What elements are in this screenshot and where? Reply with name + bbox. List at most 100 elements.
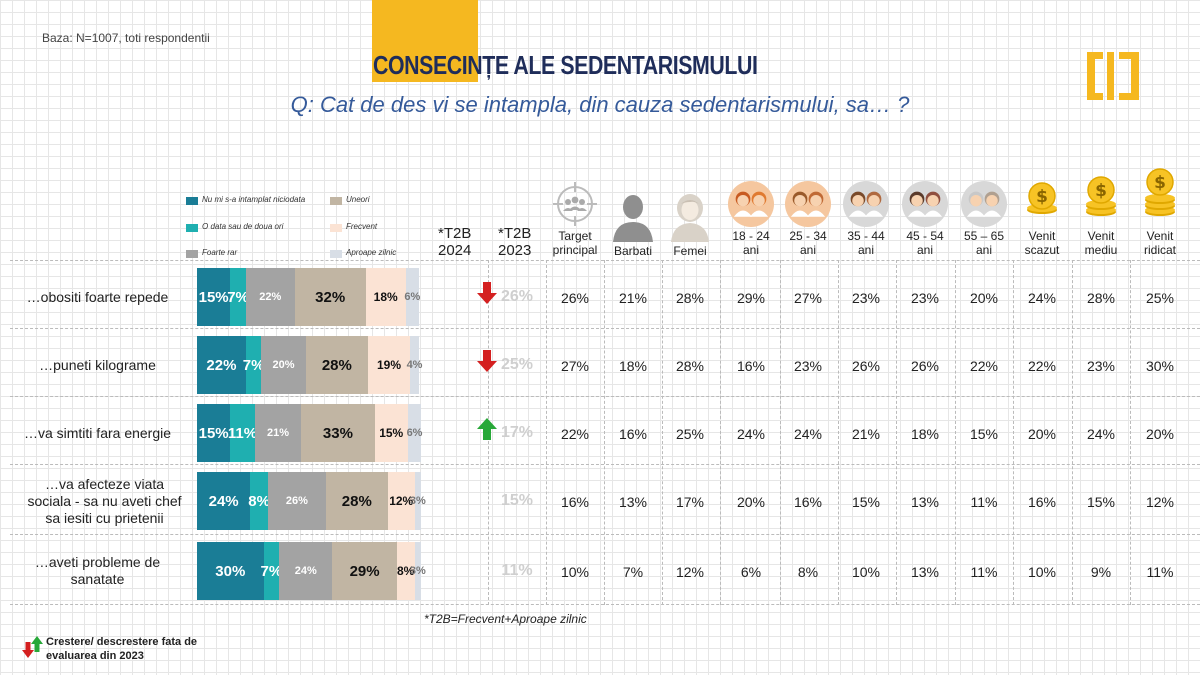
table-cell: 8%	[797, 564, 819, 580]
table-cell: 23%	[1086, 358, 1116, 374]
bar-segment: 15%	[197, 404, 231, 462]
bar-segment: 28%	[325, 472, 388, 530]
column-divider	[780, 260, 781, 605]
table-cell: 15%	[851, 494, 881, 510]
stacked-bar: 24% 8% 26% 28% 12% 3%	[197, 472, 426, 530]
row-divider	[10, 534, 1200, 535]
column-divider	[1130, 260, 1131, 605]
t2b-2023-value: 11%	[501, 562, 533, 579]
table-cell: 23%	[910, 290, 940, 306]
table-cell: 13%	[910, 564, 940, 580]
bar-segment: 18%	[365, 268, 406, 326]
table-cell: 25%	[675, 426, 705, 442]
question-text: Q: Cat de des vi se intampla, din cauza …	[290, 92, 910, 117]
table-cell: 21%	[618, 290, 648, 306]
table-cell: 16%	[560, 494, 590, 510]
table-cell: 21%	[851, 426, 881, 442]
column-header: Femei	[673, 244, 707, 258]
t2b-footnote: *T2B=Frecvent+Aproape zilnic	[424, 612, 587, 626]
t2b-2024-header: *T2B 2024	[438, 225, 472, 259]
stacked-bar: 22% 7% 20% 28% 19% 4%	[197, 336, 422, 394]
row-label: …va simtiti fara energie	[23, 424, 172, 441]
table-cell: 20%	[736, 494, 766, 510]
stacked-bar: 15% 7% 22% 32% 18% 6%	[197, 268, 420, 326]
bar-segment: 12%	[387, 472, 415, 530]
legend-swatch	[186, 250, 198, 258]
brand-accent-bar	[372, 0, 478, 82]
row-label: …va afecteze viata sociala - sa nu aveti…	[27, 475, 182, 526]
table-cell: 15%	[969, 426, 999, 442]
table-cell: 26%	[560, 290, 590, 306]
table-cell: 22%	[1027, 358, 1057, 374]
trend-down-arrow-icon	[477, 350, 497, 372]
bar-segment: 11%	[228, 404, 257, 462]
coin-3-icon: $	[1145, 168, 1175, 216]
table-cell: 11%	[970, 564, 998, 580]
svg-text:$: $	[1154, 173, 1166, 193]
legend-swatch	[186, 224, 198, 232]
table-cell: 28%	[675, 358, 705, 374]
woman-icon	[671, 194, 709, 242]
bar-segment: 3%	[410, 542, 426, 600]
legend-label: O data sau de doua ori	[202, 222, 284, 231]
column-header: 35 - 44 ani	[847, 229, 885, 257]
column-header: 25 - 34 ani	[789, 229, 827, 257]
man-icon	[613, 195, 653, 242]
trend-up-arrow-icon	[477, 418, 497, 440]
legend-label: Frecvent	[346, 222, 378, 231]
stacked-bar: 15% 11% 21% 33% 15% 6%	[197, 404, 422, 462]
table-cell: 12%	[675, 564, 705, 580]
trend-legend-note: Crestere/ descrestere fata de evaluarea …	[46, 636, 198, 662]
bar-segment: 33%	[301, 404, 375, 462]
legend-label: Aproape zilnic	[346, 248, 397, 257]
legend-label: Uneori	[346, 195, 370, 204]
table-cell: 25%	[1145, 290, 1175, 306]
row-divider	[10, 604, 1200, 605]
brand-logo-icon	[1087, 52, 1139, 100]
column-divider	[662, 260, 663, 605]
table-cell: 15%	[1086, 494, 1116, 510]
bar-segment: 24%	[279, 542, 333, 600]
table-cell: 11%	[970, 494, 998, 510]
svg-text:$: $	[1095, 181, 1107, 201]
bar-segment: 19%	[367, 336, 411, 394]
target-icon	[553, 182, 597, 226]
bar-segment: 29%	[332, 542, 397, 600]
table-cell: 13%	[618, 494, 648, 510]
bar-segment: 30%	[197, 542, 264, 600]
column-header: Barbati	[613, 244, 653, 258]
row-divider	[10, 260, 1200, 261]
column-divider	[720, 260, 721, 605]
people-55-65-icon	[961, 181, 1007, 227]
table-cell: 28%	[1086, 290, 1116, 306]
row-label: …puneti kilograme	[39, 356, 156, 373]
table-cell: 24%	[1027, 290, 1057, 306]
table-cell: 24%	[1086, 426, 1116, 442]
bar-segment: 24%	[197, 472, 251, 530]
table-cell: 16%	[618, 426, 648, 442]
bar-segment: 3%	[410, 472, 426, 530]
people-18-24-icon	[728, 181, 774, 227]
table-cell: 17%	[675, 494, 705, 510]
table-cell: 24%	[793, 426, 823, 442]
row-divider	[10, 396, 1200, 397]
table-cell: 28%	[675, 290, 705, 306]
table-cell: 27%	[560, 358, 590, 374]
bar-segment: 7%	[227, 268, 249, 326]
table-cell: 26%	[851, 358, 881, 374]
table-cell: 6%	[740, 564, 762, 580]
column-header: Venit ridicat	[1143, 229, 1176, 257]
table-cell: 20%	[1145, 426, 1175, 442]
trend-down-arrow-icon	[477, 282, 497, 304]
stacked-bar: 30% 7% 24% 29% 8% 3%	[197, 542, 426, 600]
people-45-54-icon	[902, 181, 948, 227]
title-part-2: ALE SEDENTARISMULUI	[508, 50, 758, 80]
bar-segment: 7%	[261, 542, 282, 600]
table-cell: 16%	[736, 358, 766, 374]
column-header: 18 - 24 ani	[732, 229, 770, 257]
table-cell: 10%	[560, 564, 590, 580]
table-cell: 10%	[851, 564, 881, 580]
bar-segment: 28%	[305, 336, 368, 394]
bar-segment: 8%	[396, 542, 415, 600]
trend-legend-arrows-icon	[22, 636, 43, 658]
